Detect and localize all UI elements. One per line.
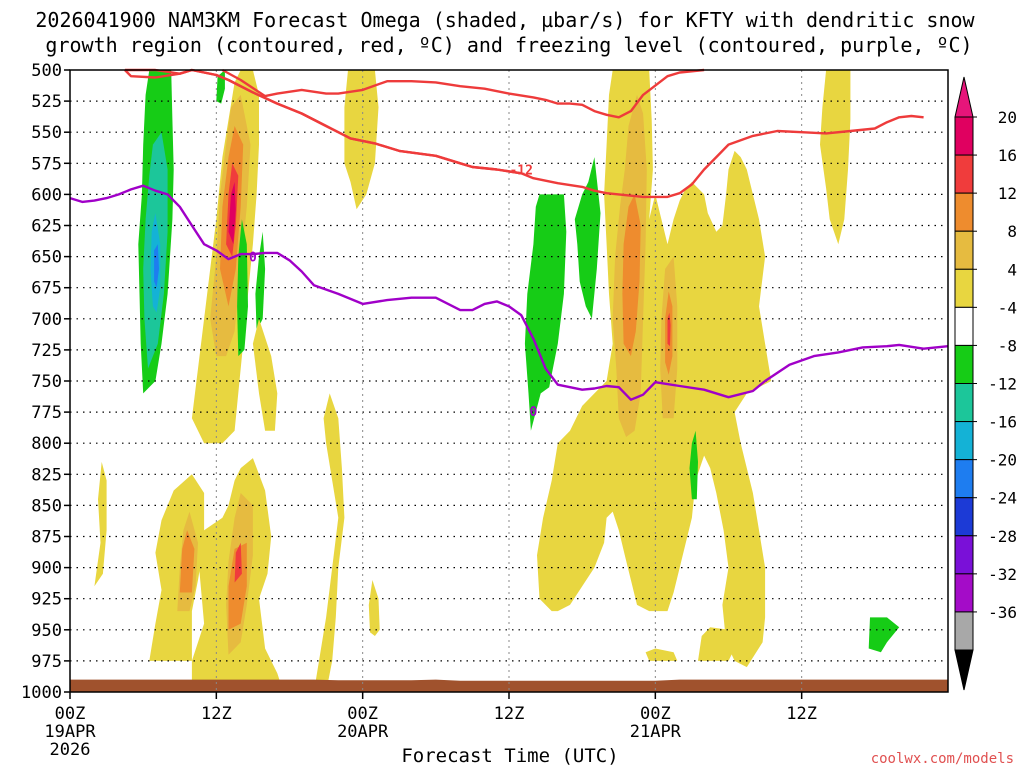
x-tick-label-12: 12Z bbox=[201, 704, 232, 724]
y-tick-label-850: 850 bbox=[31, 496, 62, 516]
plot-area bbox=[70, 70, 948, 692]
y-tick-label-975: 975 bbox=[31, 652, 62, 672]
x-date-label-0: 19APR bbox=[44, 722, 96, 742]
omega-region-5 bbox=[228, 542, 247, 630]
x-tick-label-48: 00Z bbox=[640, 704, 671, 724]
y-tick-label-650: 650 bbox=[31, 248, 62, 268]
colorbar-bin-10 bbox=[954, 497, 974, 537]
x-date-label-24: 20APR bbox=[337, 722, 389, 742]
omega-region-34 bbox=[698, 627, 735, 661]
colorbar-label-7: -12 bbox=[988, 375, 1017, 394]
omega-region-29 bbox=[524, 194, 567, 431]
x-date-label-48: 21APR bbox=[630, 722, 682, 742]
y-tick-label-675: 675 bbox=[31, 279, 62, 299]
colorbar-bin-1 bbox=[954, 154, 974, 194]
y-axis: 500 525 550 575 600 625 650 675 700 725 750 775 800 8… bbox=[21, 61, 70, 703]
omega-region-30 bbox=[574, 157, 601, 319]
contour-label-3-1: 0 bbox=[529, 405, 537, 420]
y-tick-label-575: 575 bbox=[31, 154, 62, 174]
colorbar-label-9: -20 bbox=[988, 451, 1017, 470]
y-tick-label-625: 625 bbox=[31, 217, 62, 237]
omega-region-7 bbox=[234, 542, 242, 583]
x-year-label-0: 2026 bbox=[50, 740, 91, 760]
contour-line-2 bbox=[221, 68, 705, 119]
colorbar-bin-3 bbox=[954, 230, 974, 270]
colorbar-label-6: -8 bbox=[998, 336, 1017, 355]
colorbar-label-12: -32 bbox=[988, 565, 1017, 584]
y-tick-label-725: 725 bbox=[31, 341, 62, 361]
x-axis-title: Forecast Time (UTC) bbox=[401, 745, 618, 767]
colorbar-top-arrow bbox=[954, 76, 974, 118]
colorbar-label-5: -4 bbox=[998, 298, 1017, 317]
omega-region-6 bbox=[179, 530, 195, 593]
colorbar-bin-8 bbox=[954, 421, 974, 461]
colorbar-bin-6 bbox=[954, 344, 974, 384]
y-tick-label-600: 600 bbox=[31, 185, 62, 205]
colorbar-bin-9 bbox=[954, 459, 974, 499]
y-tick-label-950: 950 bbox=[31, 621, 62, 641]
colorbar-label-8: -16 bbox=[988, 413, 1017, 432]
omega-region-33 bbox=[645, 648, 678, 661]
contour-label-1-0: -12 bbox=[509, 164, 532, 179]
colorbar-label-13: -36 bbox=[988, 603, 1017, 622]
omega-region-26 bbox=[622, 194, 641, 357]
chart-title-line1: 2026041900 NAM3KM Forecast Omega (shaded… bbox=[35, 8, 975, 32]
y-tick-label-525: 525 bbox=[31, 92, 62, 112]
y-tick-label-875: 875 bbox=[31, 528, 62, 548]
omega-region-20 bbox=[252, 318, 278, 431]
y-tick-label-925: 925 bbox=[31, 590, 62, 610]
y-tick-label-825: 825 bbox=[31, 465, 62, 485]
colorbar-label-2: 12 bbox=[998, 184, 1017, 203]
colorbar-bin-11 bbox=[954, 535, 974, 575]
y-tick-label-1000: 1000 bbox=[21, 683, 62, 703]
colorbar-bin-0 bbox=[954, 116, 974, 156]
x-tick-label-24: 00Z bbox=[347, 704, 378, 724]
grid-layer bbox=[70, 70, 948, 692]
x-tick-label-60: 12Z bbox=[786, 704, 817, 724]
y-tick-label-750: 750 bbox=[31, 372, 62, 392]
omega-region-32 bbox=[868, 617, 900, 653]
x-tick-label-36: 12Z bbox=[494, 704, 525, 724]
y-tick-label-775: 775 bbox=[31, 403, 62, 423]
colorbar-label-10: -24 bbox=[988, 489, 1017, 508]
credit-text: coolwx.com/models bbox=[871, 751, 1014, 767]
omega-region-36 bbox=[313, 393, 345, 692]
y-tick-label-900: 900 bbox=[31, 559, 62, 579]
omega-region-22 bbox=[368, 580, 380, 636]
y-tick-label-500: 500 bbox=[31, 61, 62, 81]
colorbar-label-3: 8 bbox=[1007, 222, 1017, 241]
colorbar-bin-2 bbox=[954, 192, 974, 232]
colorbar-bin-5 bbox=[954, 306, 974, 346]
omega-region-23 bbox=[537, 70, 772, 668]
y-tick-label-700: 700 bbox=[31, 310, 62, 330]
omega-region-2 bbox=[94, 461, 107, 587]
colorbar-bottom-arrow bbox=[954, 649, 974, 691]
colorbar-bin-7 bbox=[954, 383, 974, 423]
colorbar: 20 16 12 8 4 -4 -8 -12 -16 -20 -24 -28 -32 -36 bbox=[954, 76, 1017, 691]
chart-title-line2: growth region (contoured, red, ºC) and f… bbox=[45, 33, 972, 57]
colorbar-bin-13 bbox=[954, 611, 974, 651]
colorbar-label-1: 16 bbox=[998, 146, 1017, 165]
colorbar-label-4: 4 bbox=[1007, 260, 1017, 279]
omega-region-28 bbox=[667, 312, 671, 347]
y-tick-label-550: 550 bbox=[31, 123, 62, 143]
contour-line-3 bbox=[69, 184, 949, 401]
colorbar-label-0: 20 bbox=[998, 108, 1017, 127]
omega-region-16 bbox=[154, 244, 159, 288]
colorbar-bin-4 bbox=[954, 268, 974, 308]
contour-label-3-0: 0 bbox=[249, 251, 257, 266]
omega-region-12 bbox=[228, 182, 236, 245]
omega-region-35 bbox=[820, 70, 851, 245]
x-tick-label-0: 00Z bbox=[55, 704, 86, 724]
omega-region-19 bbox=[255, 231, 266, 332]
omega-region-31 bbox=[689, 430, 698, 500]
colorbar-bin-12 bbox=[954, 573, 974, 613]
colorbar-label-11: -28 bbox=[988, 527, 1017, 546]
terrain bbox=[70, 679, 948, 692]
y-tick-label-800: 800 bbox=[31, 434, 62, 454]
